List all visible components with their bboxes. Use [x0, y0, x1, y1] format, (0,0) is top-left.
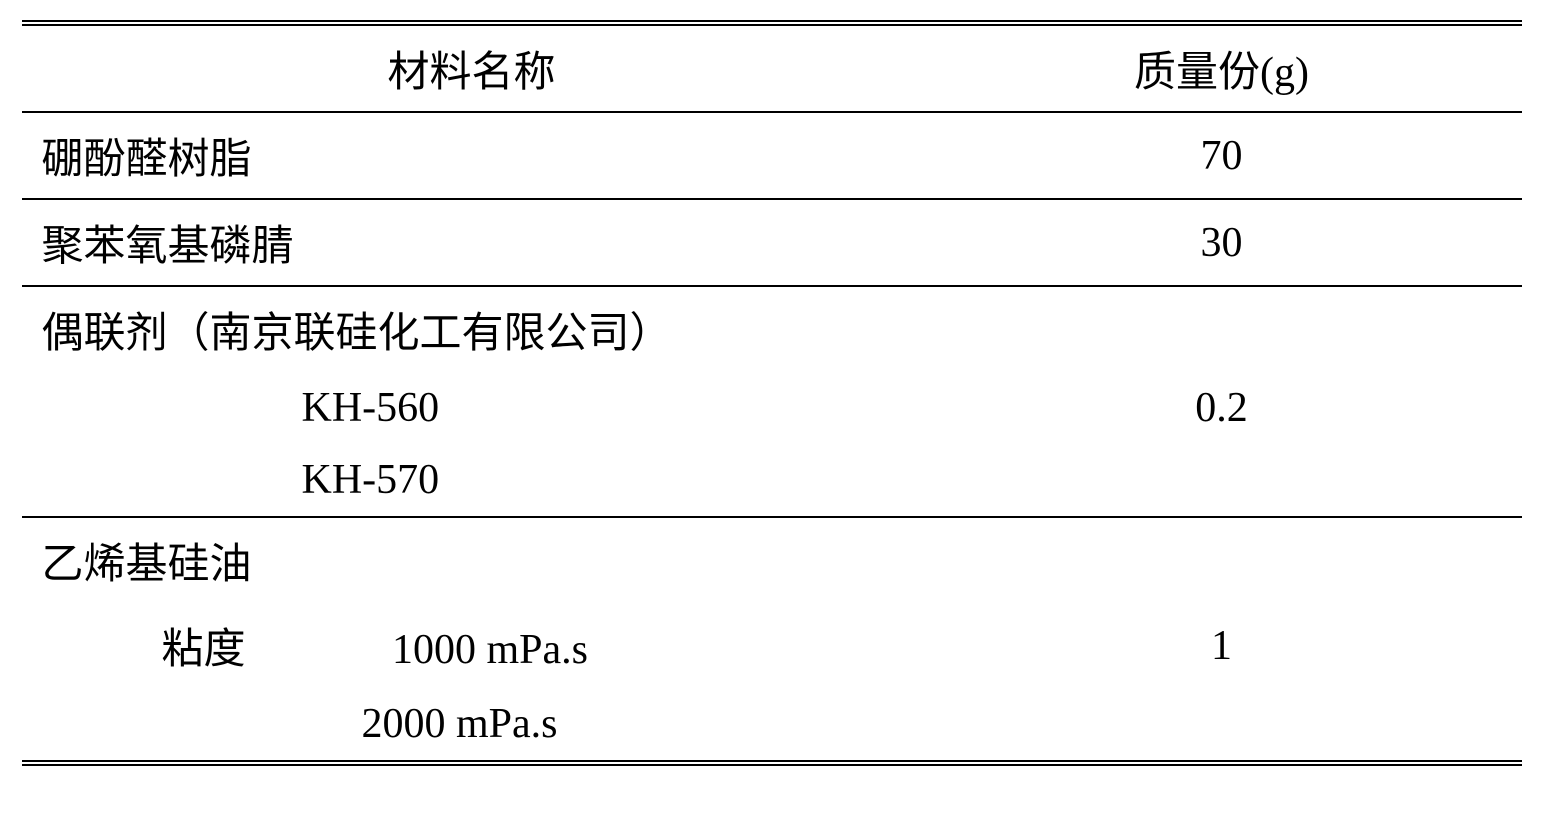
cell-name: 粘度 1000 mPa.s — [22, 603, 922, 688]
table-row: 聚苯氧基磷腈 30 — [22, 199, 1522, 286]
table-row: 偶联剂（南京联硅化工有限公司） — [22, 286, 1522, 372]
cell-value — [922, 444, 1522, 517]
cell-value — [922, 286, 1522, 372]
table-row: KH-560 0.2 — [22, 372, 1522, 444]
table-row: KH-570 — [22, 444, 1522, 517]
cell-value: 0.2 — [922, 372, 1522, 444]
cell-value: 70 — [922, 112, 1522, 199]
table-row: 硼酚醛树脂 70 — [22, 112, 1522, 199]
cell-name: 聚苯氧基磷腈 — [22, 199, 922, 286]
table-row: 粘度 1000 mPa.s 1 — [22, 603, 1522, 688]
header-col-name: 材料名称 — [22, 23, 922, 112]
cell-value: 30 — [922, 199, 1522, 286]
viscosity-value: 1000 mPa.s — [392, 626, 588, 674]
cell-name: KH-570 — [22, 444, 922, 517]
materials-table-container: 材料名称 质量份(g) 硼酚醛树脂 70 聚苯氧基磷腈 30 偶联剂（南京联硅化… — [22, 20, 1522, 766]
header-col-value: 质量份(g) — [922, 23, 1522, 112]
cell-value: 1 — [922, 603, 1522, 688]
table-header-row: 材料名称 质量份(g) — [22, 23, 1522, 112]
cell-name: KH-560 — [22, 372, 922, 444]
cell-value — [922, 517, 1522, 603]
cell-value — [922, 688, 1522, 763]
cell-name: 乙烯基硅油 — [22, 517, 922, 603]
table-row: 乙烯基硅油 — [22, 517, 1522, 603]
viscosity-label: 粘度 — [42, 615, 382, 676]
materials-table: 材料名称 质量份(g) 硼酚醛树脂 70 聚苯氧基磷腈 30 偶联剂（南京联硅化… — [22, 20, 1522, 766]
cell-name: 2000 mPa.s — [22, 688, 922, 763]
cell-name: 硼酚醛树脂 — [22, 112, 922, 199]
cell-name: 偶联剂（南京联硅化工有限公司） — [22, 286, 922, 372]
table-row: 2000 mPa.s — [22, 688, 1522, 763]
viscosity-value: 2000 mPa.s — [362, 700, 558, 748]
